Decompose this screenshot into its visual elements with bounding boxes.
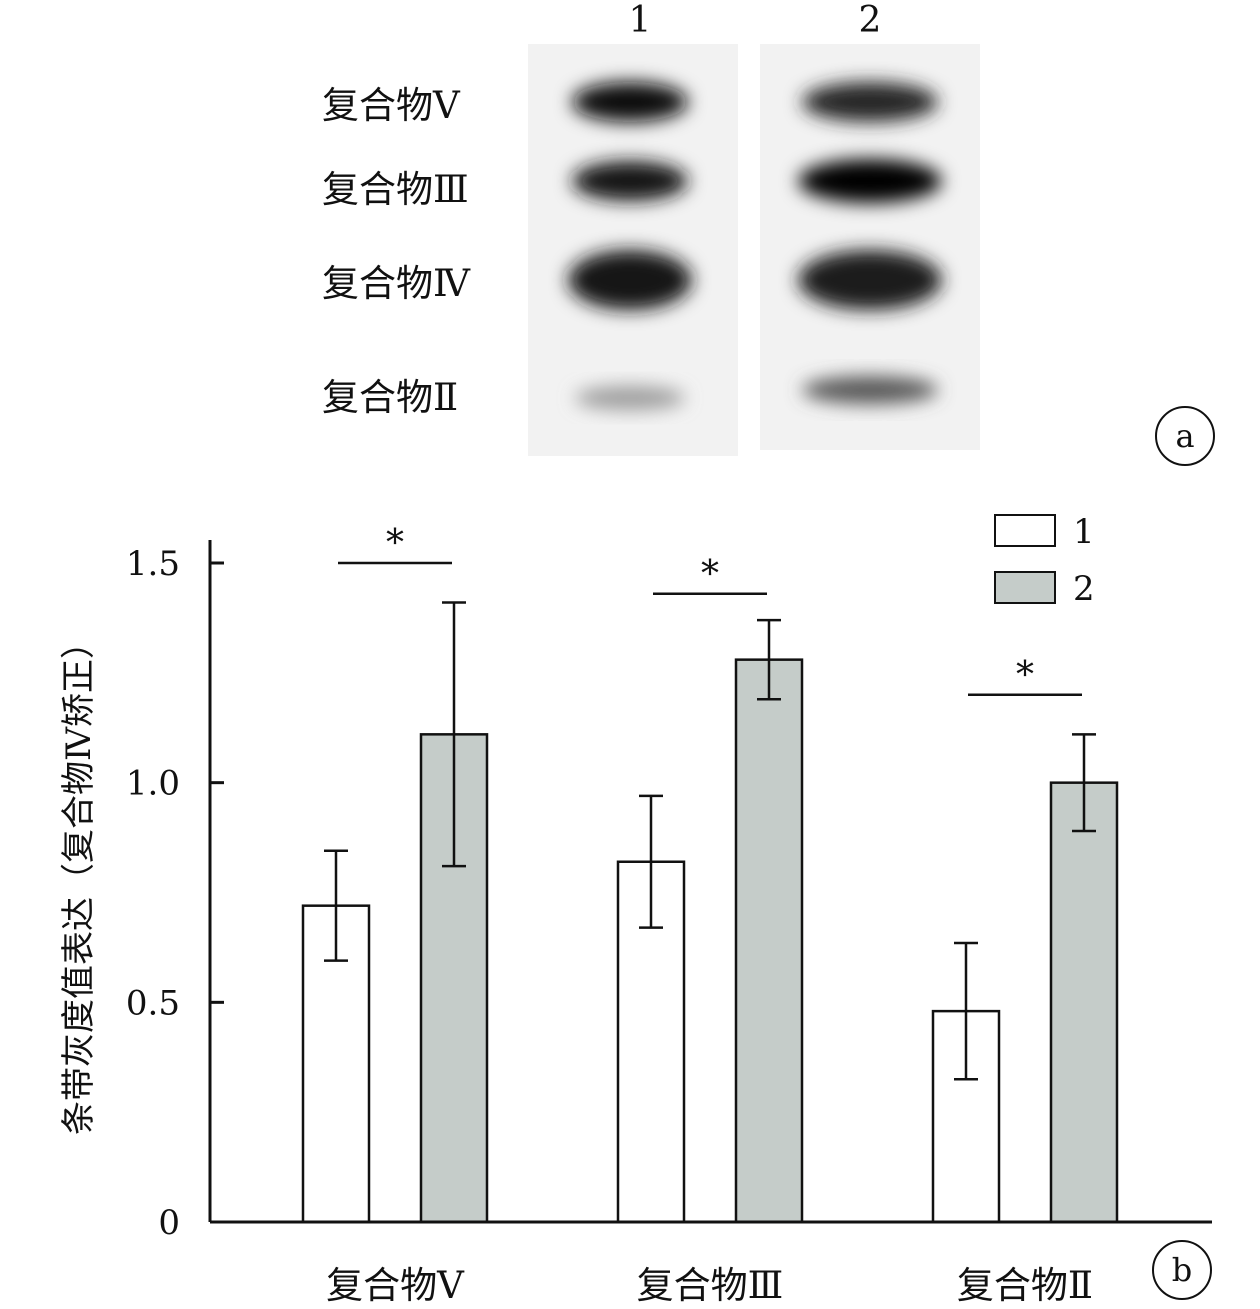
x-tick-label-1: 复合物Ⅴ (326, 1264, 465, 1307)
legend-label-series-2: 2 (1073, 569, 1095, 609)
x-tick-label-2: 复合物Ⅲ (637, 1264, 784, 1307)
blot-band-lane2-row3 (798, 250, 942, 310)
bar-series2-cat2 (734, 658, 804, 1224)
legend-label-series-1: 1 (1073, 512, 1095, 552)
significance-star-1: * (386, 523, 404, 564)
x-tick-label-3: 复合物Ⅱ (957, 1264, 1093, 1307)
lane-label-2: 2 (859, 0, 882, 41)
panel-a-letter: a (1175, 417, 1194, 455)
significance-star-3: * (1016, 655, 1034, 696)
y-axis-title: 条带灰度值表达（复合物Ⅳ矫正） (59, 625, 99, 1135)
panel-b-letter-circle (1152, 1240, 1212, 1300)
band-label-complex-v: 复合物Ⅴ (322, 84, 461, 127)
blot-band-lane1-row3 (568, 250, 692, 310)
y-tick-label-3: 1.0 (126, 764, 180, 804)
band-label-complex-iii: 复合物Ⅲ (322, 168, 469, 211)
blot-band-lane2-row1 (802, 82, 938, 122)
y-tick-label-2: 0.5 (126, 983, 180, 1023)
axes-layer: 复合物Ⅴ 复合物Ⅲ 复合物Ⅱ 0 0.5 1.0 1.5 (126, 540, 1212, 1307)
bar-chart-panel: * * * 复合物Ⅴ 复合物Ⅲ 复合物Ⅱ 0 0.5 1.0 1.5 条带灰度值表达（复合物Ⅳ矫… (59, 512, 1212, 1307)
blot-bands (568, 82, 942, 410)
blot-band-lane1-row4 (575, 386, 685, 410)
blot-band-lane1-row2 (572, 161, 688, 201)
panel-b-letter: b (1172, 1251, 1192, 1289)
y-tick-label-4: 1.5 (126, 544, 180, 584)
western-blot-panel: 1 2 复合物Ⅴ 复合物Ⅲ 复合物Ⅳ 复合物Ⅱ a (322, 0, 1215, 466)
y-tick-label-1: 0 (158, 1203, 180, 1243)
significance-star-2: * (701, 554, 719, 595)
legend: 1 2 (994, 512, 1095, 609)
blot-band-lane2-row4 (802, 376, 938, 404)
blot-band-lane2-row2 (798, 159, 942, 203)
legend-swatch-series-1 (994, 514, 1056, 547)
bars-layer: * * * (301, 523, 1119, 1224)
blot-band-lane1-row1 (572, 82, 688, 122)
bar-series2-cat3 (1049, 781, 1119, 1224)
band-label-complex-iv: 复合物Ⅳ (322, 262, 471, 305)
legend-swatch-series-2 (994, 571, 1056, 604)
lane-label-1: 1 (629, 0, 652, 41)
panel-a-letter-circle (1155, 406, 1215, 466)
band-label-complex-ii: 复合物Ⅱ (322, 376, 458, 419)
